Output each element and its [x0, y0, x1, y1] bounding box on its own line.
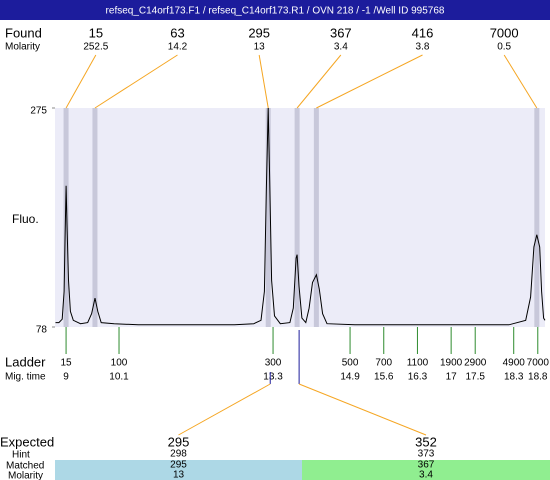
- found-size: 416: [412, 25, 434, 40]
- expected-connector: [178, 383, 271, 436]
- matched-molarity: 13: [173, 470, 185, 480]
- ladder-size: 1900: [440, 358, 463, 369]
- expected-label: Expected: [0, 434, 54, 449]
- found-molarity: 3.4: [334, 42, 348, 53]
- peak-connector: [296, 54, 342, 109]
- ladder-time: 10.1: [109, 372, 129, 383]
- found-molarity: 252.5: [83, 42, 108, 53]
- ladder-time: 15.6: [374, 372, 394, 383]
- expected-size: 352: [415, 434, 437, 449]
- ladder-time: 18.3: [504, 372, 524, 383]
- ladder-time: 14.9: [340, 372, 360, 383]
- found-molarity: 0.5: [497, 42, 511, 53]
- ladder-size: 300: [265, 358, 282, 369]
- ladder-size: 500: [342, 358, 359, 369]
- y-tick-label: 78: [36, 325, 48, 336]
- found-molarity: 14.2: [168, 42, 188, 53]
- peak-connector: [503, 54, 538, 109]
- peak-band: [92, 108, 98, 327]
- found-size: 7000: [490, 25, 519, 40]
- trace-line: [55, 107, 546, 326]
- hint-size: 298: [170, 449, 187, 460]
- expected-molarity-label: Molarity: [8, 471, 43, 480]
- peak-band: [265, 108, 271, 327]
- window-title: refseq_C14orf173.F1 / refseq_C14orf173.R…: [106, 6, 445, 17]
- found-size: 295: [248, 25, 270, 40]
- expected-size: 295: [168, 434, 190, 449]
- matched-size: 295: [170, 460, 187, 471]
- ladder-time: 17.5: [465, 372, 485, 383]
- hint-label: Hint: [12, 450, 30, 461]
- ladder-size: 700: [375, 358, 392, 369]
- found-molarity: 13: [254, 42, 266, 53]
- matched-molarity: 3.4: [419, 470, 433, 480]
- matched-size: 367: [418, 460, 435, 471]
- peak-connector: [316, 54, 423, 109]
- title-bar: [0, 0, 550, 20]
- matched-bar: [302, 460, 550, 480]
- found-label: Found: [5, 25, 42, 40]
- peak-band: [294, 108, 300, 327]
- ladder-time: 13.3: [263, 372, 283, 383]
- matched-bar: [55, 460, 302, 480]
- y-tick-label: 275: [30, 106, 47, 117]
- found-size: 15: [89, 25, 103, 40]
- peak-band: [63, 108, 69, 327]
- found-molarity: 3.8: [416, 42, 430, 53]
- ladder-time: 17: [446, 372, 458, 383]
- ladder-size: 4900: [503, 358, 526, 369]
- y-axis-label: Fluo.: [12, 212, 39, 226]
- peak-band: [534, 108, 540, 327]
- mig-time-label: Mig. time: [5, 372, 46, 383]
- matched-label: Matched: [6, 461, 44, 472]
- hint-size: 373: [418, 449, 435, 460]
- ladder-size: 100: [111, 358, 128, 369]
- peak-band: [313, 108, 319, 327]
- peak-connector: [94, 54, 178, 109]
- ladder-time: 16.3: [408, 372, 428, 383]
- expected-connector: [298, 383, 427, 436]
- ladder-size: 2900: [464, 358, 487, 369]
- found-size: 367: [330, 25, 352, 40]
- ladder-size: 1100: [407, 358, 429, 369]
- ladder-label: Ladder: [5, 354, 46, 369]
- ladder-size: 15: [61, 358, 73, 369]
- found-size: 63: [170, 25, 184, 40]
- peak-connector: [65, 54, 97, 109]
- peak-connector: [258, 54, 269, 109]
- plot-area: [55, 108, 545, 327]
- ladder-size: 7000: [527, 358, 550, 369]
- ladder-time: 9: [63, 372, 69, 383]
- ladder-time: 18.8: [528, 372, 548, 383]
- molarity-label: Molarity: [5, 42, 40, 53]
